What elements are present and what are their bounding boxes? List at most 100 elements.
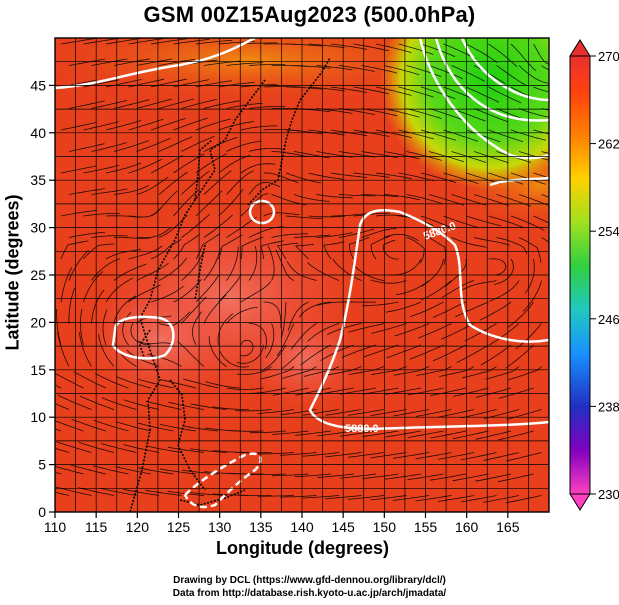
streamline xyxy=(91,258,121,281)
streamline xyxy=(181,213,210,238)
streamline xyxy=(137,467,174,475)
streamline xyxy=(281,344,309,370)
y-tick-label: 0 xyxy=(38,504,46,520)
streamline xyxy=(443,172,479,184)
streamline xyxy=(60,210,98,217)
x-tick-label: 120 xyxy=(126,519,150,535)
streamline xyxy=(363,344,399,358)
streamline xyxy=(150,238,182,260)
streamline xyxy=(443,129,479,142)
streamline xyxy=(362,430,399,437)
streamline xyxy=(275,249,295,281)
streamline xyxy=(518,65,549,84)
streamline xyxy=(430,430,467,439)
streamline xyxy=(341,344,377,358)
streamline xyxy=(68,143,105,152)
streamline xyxy=(219,350,250,368)
streamline xyxy=(465,215,502,227)
y-tick-label: 20 xyxy=(30,314,46,330)
streamline xyxy=(226,62,263,66)
streamline xyxy=(68,100,105,109)
streamline xyxy=(353,172,390,178)
streamline xyxy=(361,65,398,74)
streamline xyxy=(60,38,97,45)
streamline xyxy=(173,234,200,260)
y-tick-label: 35 xyxy=(30,172,46,188)
streamline xyxy=(203,294,227,324)
streamline xyxy=(393,452,430,459)
streamline xyxy=(361,108,398,117)
streamline xyxy=(361,194,398,198)
streamline xyxy=(438,452,475,460)
streamline xyxy=(260,240,284,260)
x-axis: 110 115 120 125 130 135 140 145 150 155 160 165 xyxy=(44,512,520,535)
streamline xyxy=(114,237,151,239)
streamline xyxy=(293,151,330,159)
streamline xyxy=(300,344,332,366)
streamline xyxy=(248,148,286,152)
coastlines xyxy=(129,57,331,512)
streamline xyxy=(441,280,475,298)
streamline xyxy=(226,307,259,324)
streamline xyxy=(257,495,295,497)
streamline xyxy=(261,344,287,372)
streamline xyxy=(370,495,407,501)
streamline xyxy=(420,86,456,100)
streamline xyxy=(168,401,205,410)
streamline xyxy=(240,125,278,131)
streamline xyxy=(136,227,171,239)
streamline xyxy=(158,311,191,327)
streamline xyxy=(386,301,422,313)
streamline xyxy=(212,406,249,410)
streamline xyxy=(483,495,520,503)
x-tick-label: 140 xyxy=(290,519,314,535)
streamline xyxy=(347,495,385,500)
streamline xyxy=(218,82,255,88)
streamline xyxy=(294,244,314,260)
streamline xyxy=(167,446,205,453)
streamline xyxy=(218,189,244,217)
streamline xyxy=(361,228,397,238)
streamline xyxy=(383,233,419,242)
streamline xyxy=(145,445,182,453)
streamline xyxy=(150,155,184,174)
streamline xyxy=(398,172,435,182)
streamline xyxy=(294,430,332,436)
streamline xyxy=(181,135,215,152)
streamline xyxy=(183,378,219,389)
streamline xyxy=(475,473,512,482)
streamline xyxy=(105,162,142,174)
streamline xyxy=(488,43,518,67)
streamline xyxy=(375,214,413,218)
x-tick-label: 110 xyxy=(44,519,67,535)
streamline xyxy=(136,176,169,195)
streamline xyxy=(522,280,542,312)
streamline xyxy=(533,129,549,135)
y-tick-label: 40 xyxy=(30,125,46,141)
streamline xyxy=(70,464,107,475)
streamline xyxy=(326,366,362,376)
streamline xyxy=(464,323,497,342)
streamline xyxy=(479,301,512,321)
streamline xyxy=(293,194,330,202)
streamline xyxy=(488,215,524,228)
streamline xyxy=(317,430,354,437)
streamline xyxy=(240,339,254,357)
x-tick-label: 155 xyxy=(414,519,438,535)
streamline xyxy=(420,172,457,184)
streamline xyxy=(308,43,345,49)
y-tick-label: 30 xyxy=(30,220,46,236)
streamline xyxy=(257,452,295,455)
streamline xyxy=(465,43,498,63)
streamline xyxy=(332,258,362,281)
streamline xyxy=(375,43,412,53)
streamline xyxy=(195,190,223,217)
streamline xyxy=(485,366,520,380)
plot-frame xyxy=(54,37,550,513)
streamline xyxy=(235,409,272,412)
streamline xyxy=(383,151,420,160)
streamline xyxy=(375,86,412,96)
streamline xyxy=(507,366,542,381)
streamline xyxy=(541,65,549,71)
streamline xyxy=(248,226,284,238)
